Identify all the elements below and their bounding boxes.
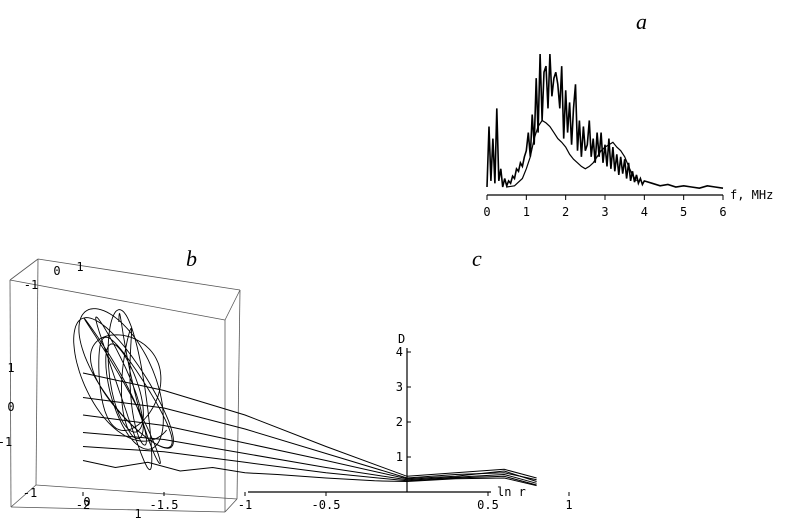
dimension-y-tick-label: 2 — [396, 415, 403, 429]
dimension-x-axis-label: ln r — [497, 485, 526, 499]
dimension-series-6 — [82, 460, 537, 487]
attractor-axis-tick-label: 0 — [83, 495, 90, 509]
cube-edge — [9, 258, 39, 281]
cube-edge — [236, 289, 241, 500]
panel-label-a: a — [636, 9, 647, 34]
dimension-series-2 — [82, 397, 537, 481]
dimension-y-tick-label: 1 — [396, 450, 403, 464]
dimension-y-axis-label: D — [398, 332, 405, 346]
panel-label-c: c — [472, 246, 482, 271]
spectrum-series-1 — [486, 53, 724, 190]
cube-edge — [10, 484, 37, 508]
spectrum-x-tick-label: 6 — [719, 205, 726, 219]
dimension-x-tick-label: 0.5 — [477, 498, 499, 512]
cube-edge — [37, 258, 241, 291]
dimension-x-tick-label: -1.5 — [150, 498, 179, 512]
attractor-axis-tick-label: 1 — [134, 507, 141, 521]
dimension-x-tick-label: 1 — [565, 498, 572, 512]
attractor-axis-tick-label: -1 — [0, 435, 12, 449]
spectrum-chart: 0 1 2 3 4 5 6 f, MHz — [483, 53, 773, 219]
dimension-x-tick-label: -0.5 — [312, 498, 341, 512]
dimension-y-tick-label: 3 — [396, 380, 403, 394]
dimension-series-4 — [82, 432, 537, 484]
cube-edge — [35, 258, 39, 486]
attractor-axis-tick-label: 0 — [7, 400, 14, 414]
attractor-trajectory — [73, 308, 174, 471]
cube-edge — [35, 484, 238, 500]
spectrum-x-tick-label: 5 — [680, 205, 687, 219]
cube-edge — [9, 279, 226, 321]
panel-label-b: b — [186, 246, 197, 271]
spectrum-x-axis-label: f, MHz — [730, 188, 773, 202]
spectrum-x-tick-label: 0 — [483, 205, 490, 219]
cube-edge — [9, 279, 12, 508]
dimension-series-5 — [82, 446, 537, 486]
cube-edge — [224, 289, 241, 321]
attractor-axis-tick-label: 1 — [76, 260, 83, 274]
spectrum-x-tick-label: 4 — [641, 205, 648, 219]
attractor-axis-tick-label: 0 — [53, 264, 60, 278]
spectrum-x-tick-label: 3 — [601, 205, 608, 219]
dimension-y-tick-label: 4 — [396, 345, 403, 359]
spectrum-x-tick-label: 2 — [562, 205, 569, 219]
dimension-series-1 — [82, 372, 537, 479]
attractor-axis-tick-label: -1 — [24, 278, 38, 292]
spectrum-x-tick-label: 1 — [523, 205, 530, 219]
attractor-axis-tick-label: -1 — [23, 486, 37, 500]
dimension-series-3 — [82, 414, 537, 482]
dimension-chart: D ln r -2 -1.5 -1 -0.5 0.5 1 1 2 3 4 — [76, 332, 573, 512]
cube-edge — [224, 498, 238, 513]
spectrum-series-2 — [506, 119, 637, 188]
attractor-3d-chart: 1 0 -1 1 0 -1 -1 0 1 — [0, 258, 241, 521]
attractor-axis-tick-label: 1 — [7, 361, 14, 375]
dimension-x-tick-label: -1 — [238, 498, 252, 512]
cube-edge — [10, 506, 226, 513]
dimension-x-tick-label: -2 — [76, 498, 90, 512]
